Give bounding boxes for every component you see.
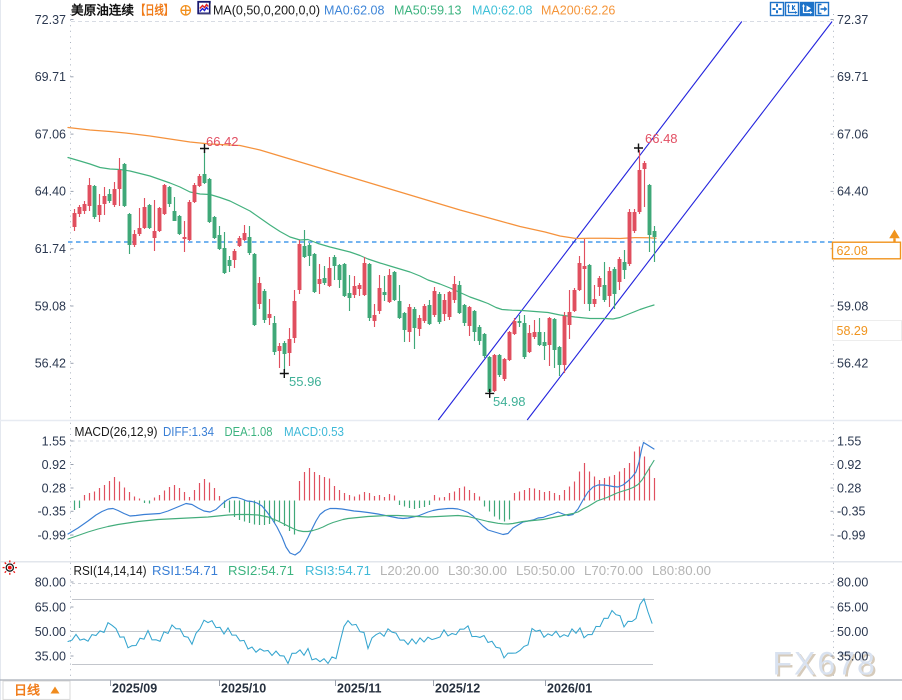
svg-text:MA50:59.13: MA50:59.13 — [394, 4, 461, 18]
svg-text:61.74: 61.74 — [35, 242, 66, 256]
svg-text:56.42: 56.42 — [837, 357, 868, 371]
svg-text:美原油连续: 美原油连续 — [71, 3, 134, 18]
svg-text:RSI(14,14,14): RSI(14,14,14) — [74, 564, 147, 578]
svg-text:L30:30.00: L30:30.00 — [448, 564, 507, 578]
svg-text:56.42: 56.42 — [35, 357, 66, 371]
svg-text:L50:50.00: L50:50.00 — [516, 564, 575, 578]
svg-text:MACD:0.53: MACD:0.53 — [284, 425, 344, 439]
svg-text:65.00: 65.00 — [837, 600, 868, 614]
svg-text:-0.35: -0.35 — [38, 505, 67, 519]
svg-text:64.40: 64.40 — [35, 185, 66, 199]
svg-text:67.06: 67.06 — [35, 127, 66, 141]
svg-text:FX678: FX678 — [773, 646, 877, 682]
svg-text:35.00: 35.00 — [35, 649, 66, 663]
svg-text:58.29: 58.29 — [837, 324, 868, 338]
svg-text:0.92: 0.92 — [42, 458, 66, 472]
svg-text:50.00: 50.00 — [35, 625, 66, 639]
svg-text:69.71: 69.71 — [35, 70, 66, 84]
svg-text:MA200:62.26: MA200:62.26 — [541, 4, 615, 18]
svg-text:2025/10: 2025/10 — [221, 682, 266, 696]
svg-text:L80:80.00: L80:80.00 — [652, 564, 711, 578]
svg-text:MA0:62.08: MA0:62.08 — [324, 4, 385, 18]
svg-text:RSI2:54.71: RSI2:54.71 — [228, 564, 294, 578]
svg-text:DIFF:1.34: DIFF:1.34 — [163, 425, 214, 439]
svg-text:1.55: 1.55 — [837, 434, 861, 448]
svg-text:-0.99: -0.99 — [837, 528, 866, 542]
svg-text:80.00: 80.00 — [837, 575, 868, 589]
svg-text:RSI3:54.71: RSI3:54.71 — [305, 564, 371, 578]
svg-text:2025/12: 2025/12 — [435, 682, 480, 696]
svg-text:65.00: 65.00 — [35, 600, 66, 614]
svg-text:1.55: 1.55 — [42, 434, 66, 448]
svg-text:MACD(26,12,9): MACD(26,12,9) — [75, 425, 158, 439]
svg-text:35.00: 35.00 — [837, 649, 868, 663]
svg-text:66.42: 66.42 — [206, 134, 239, 149]
svg-text:55.96: 55.96 — [289, 374, 322, 389]
svg-text:2025/09: 2025/09 — [112, 682, 157, 696]
svg-text:FX678: FX678 — [775, 648, 879, 684]
svg-text:2026/01: 2026/01 — [547, 682, 592, 696]
svg-text:59.08: 59.08 — [837, 299, 868, 313]
svg-text:62.08: 62.08 — [837, 244, 868, 258]
svg-text:67.06: 67.06 — [837, 127, 868, 141]
svg-text:0.28: 0.28 — [837, 481, 861, 495]
svg-text:50.00: 50.00 — [837, 625, 868, 639]
svg-text:L70:70.00: L70:70.00 — [584, 564, 643, 578]
svg-text:72.37: 72.37 — [35, 13, 66, 27]
svg-text:-0.35: -0.35 — [837, 505, 866, 519]
svg-text:MA(0,50,0,200,0,0): MA(0,50,0,200,0,0) — [213, 4, 320, 18]
svg-text:54.98: 54.98 — [493, 394, 526, 409]
svg-text:66.48: 66.48 — [645, 131, 678, 146]
svg-text:80.00: 80.00 — [35, 575, 66, 589]
svg-text:-0.99: -0.99 — [38, 528, 67, 542]
svg-text:RSI1:54.71: RSI1:54.71 — [152, 564, 218, 578]
svg-text:MA0:62.08: MA0:62.08 — [472, 4, 533, 18]
svg-text:0.28: 0.28 — [42, 481, 66, 495]
svg-text:日线: 日线 — [14, 683, 41, 698]
svg-text:L20:20.00: L20:20.00 — [380, 564, 439, 578]
svg-text:59.08: 59.08 — [35, 299, 66, 313]
svg-text:69.71: 69.71 — [837, 70, 868, 84]
svg-text:2025/11: 2025/11 — [337, 682, 382, 696]
svg-text:0.92: 0.92 — [837, 458, 861, 472]
svg-text:【日线】: 【日线】 — [136, 3, 173, 18]
svg-text:DEA:1.08: DEA:1.08 — [225, 425, 273, 439]
svg-text:72.37: 72.37 — [837, 13, 868, 27]
svg-text:64.40: 64.40 — [837, 185, 868, 199]
